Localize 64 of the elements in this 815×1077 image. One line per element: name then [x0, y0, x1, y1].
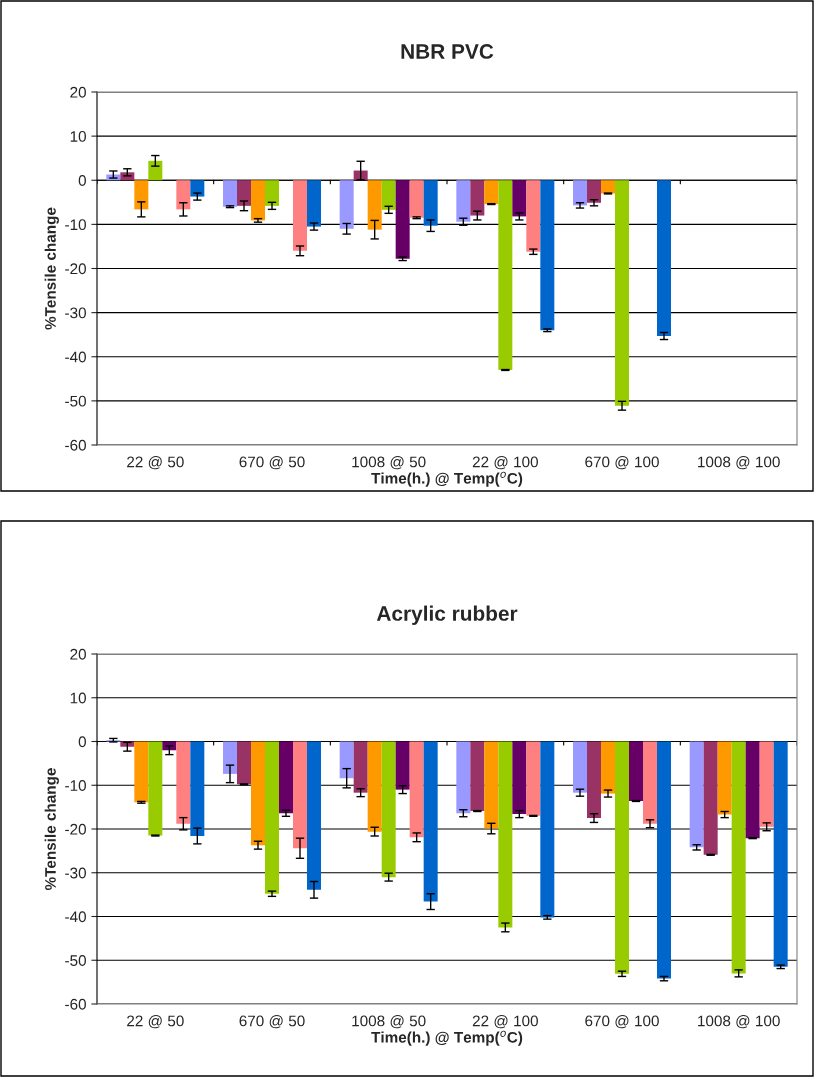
- y-tick-label: -50: [65, 955, 86, 966]
- bar: [367, 180, 382, 230]
- y-tick-label: 0: [78, 736, 86, 748]
- bar: [307, 180, 321, 227]
- x-tick-label: 1008 @ 100: [698, 1015, 780, 1029]
- chart-title: NBR PVC: [401, 44, 494, 59]
- bar: [148, 160, 163, 181]
- y-tick-label: -40: [65, 911, 86, 923]
- x-tick-label: 1008 @ 50: [352, 1015, 426, 1029]
- y-tick-label: 0: [78, 175, 86, 186]
- bar: [251, 180, 265, 221]
- bar: [339, 180, 354, 229]
- y-tick-label: -30: [65, 867, 86, 879]
- bar: [423, 180, 438, 226]
- y-tick-label: 10: [70, 130, 86, 142]
- y-axis-title: %Tensile change: [44, 768, 59, 891]
- bar: [512, 180, 527, 217]
- y-axis-title: %Tensile change: [44, 207, 59, 330]
- y-tick-label: -20: [65, 823, 86, 835]
- bar: [470, 180, 485, 216]
- x-axis-title: Time(h.) @ Temp($^{o}$C): [371, 471, 523, 487]
- bar: [573, 180, 587, 206]
- bar: [526, 180, 541, 252]
- bar: [498, 180, 513, 370]
- bar: [484, 180, 499, 205]
- x-tick-label: 22 @ 50: [127, 1015, 184, 1029]
- bar: [395, 180, 410, 259]
- y-tick-label: -50: [65, 395, 86, 407]
- bar: [134, 180, 149, 210]
- bar: [540, 180, 555, 331]
- bar: [265, 180, 279, 206]
- bar: [601, 180, 615, 194]
- bar: [587, 180, 601, 203]
- bar: [615, 180, 629, 406]
- x-tick-label: 1008 @ 100: [698, 456, 780, 470]
- bar: [190, 180, 205, 197]
- bar: [381, 180, 396, 210]
- y-tick-label: -20: [65, 263, 86, 275]
- y-tick-label: -30: [65, 307, 86, 319]
- bar: [176, 180, 191, 210]
- x-axis-title: Time(h.) @ Temp($^{o}$C): [371, 1030, 523, 1046]
- x-tick-label: 22 @ 100: [472, 456, 538, 470]
- bar: [237, 180, 251, 206]
- x-tick-label: 22 @ 50: [127, 456, 184, 470]
- y-tick-label: -60: [65, 439, 86, 451]
- bar: [456, 180, 471, 222]
- y-tick-label: 10: [70, 692, 86, 704]
- x-tick-label: 670 @ 50: [239, 456, 305, 470]
- bar: [223, 180, 237, 207]
- bar: [293, 180, 307, 251]
- y-tick-label: 20: [70, 648, 86, 660]
- x-tick-label: 22 @ 100: [472, 1015, 538, 1029]
- x-tick-label: 670 @ 100: [585, 456, 659, 470]
- x-tick-label: 1008 @ 50: [352, 456, 426, 470]
- bar: [409, 180, 424, 218]
- y-tick-label: -10: [65, 219, 86, 231]
- y-tick-label: -10: [65, 780, 86, 791]
- y-tick-label: 20: [70, 86, 86, 98]
- bar: [657, 180, 671, 337]
- y-tick-label: -60: [65, 998, 86, 1010]
- x-tick-label: 670 @ 50: [239, 1015, 305, 1029]
- y-tick-label: -40: [65, 351, 86, 363]
- x-tick-label: 670 @ 100: [585, 1015, 659, 1029]
- chart-title: Acrylic rubber: [376, 605, 518, 625]
